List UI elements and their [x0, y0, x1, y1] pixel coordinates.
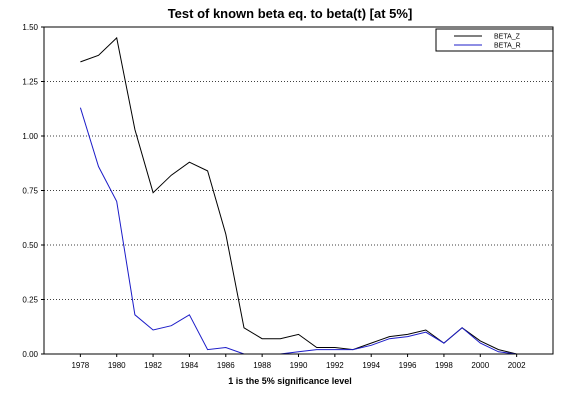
x-tick-label: 1978 — [71, 361, 89, 370]
x-tick-label: 1992 — [326, 361, 344, 370]
x-tick-label: 1996 — [399, 361, 417, 370]
x-axis-caption: 1 is the 5% significance level — [228, 376, 352, 386]
legend: BETA_Z BETA_R — [435, 28, 554, 52]
x-tick-label: 1980 — [108, 361, 126, 370]
y-tick-label: 0.75 — [22, 187, 38, 196]
x-tick-label: 1994 — [362, 361, 380, 370]
x-tick-label: 1982 — [144, 361, 162, 370]
y-tick-label: 1.25 — [22, 78, 38, 87]
x-tick-label: 1998 — [435, 361, 453, 370]
x-tick-label: 2000 — [471, 361, 489, 370]
axes-layer: 1.50 1.25 1.00 0.75 0.50 0.25 0.00 1978 1980 1982… — [22, 23, 554, 370]
series-layer — [79, 36, 517, 355]
series-line-beta-z — [80, 36, 517, 355]
x-tick-label: 1986 — [217, 361, 235, 370]
legend-label: BETA_Z — [494, 34, 521, 41]
grid-layer — [44, 81, 553, 300]
legend-label: BETA_R — [494, 43, 521, 50]
y-tick-label: 1.50 — [22, 23, 38, 32]
y-tick-label: 0.25 — [22, 296, 38, 305]
y-tick-label: 1.00 — [22, 132, 38, 141]
x-tick-label: 1988 — [253, 361, 271, 370]
y-tick-label: 0.50 — [22, 241, 38, 250]
y-tick-label: 0.00 — [22, 350, 38, 359]
x-tick-label: 1984 — [181, 361, 199, 370]
chart-title: Test of known beta eq. to beta(t) [at 5%… — [167, 6, 413, 21]
x-tick-label: 1990 — [290, 361, 308, 370]
series-line-beta-r — [79, 107, 517, 355]
x-tick-label: 2002 — [508, 361, 526, 370]
